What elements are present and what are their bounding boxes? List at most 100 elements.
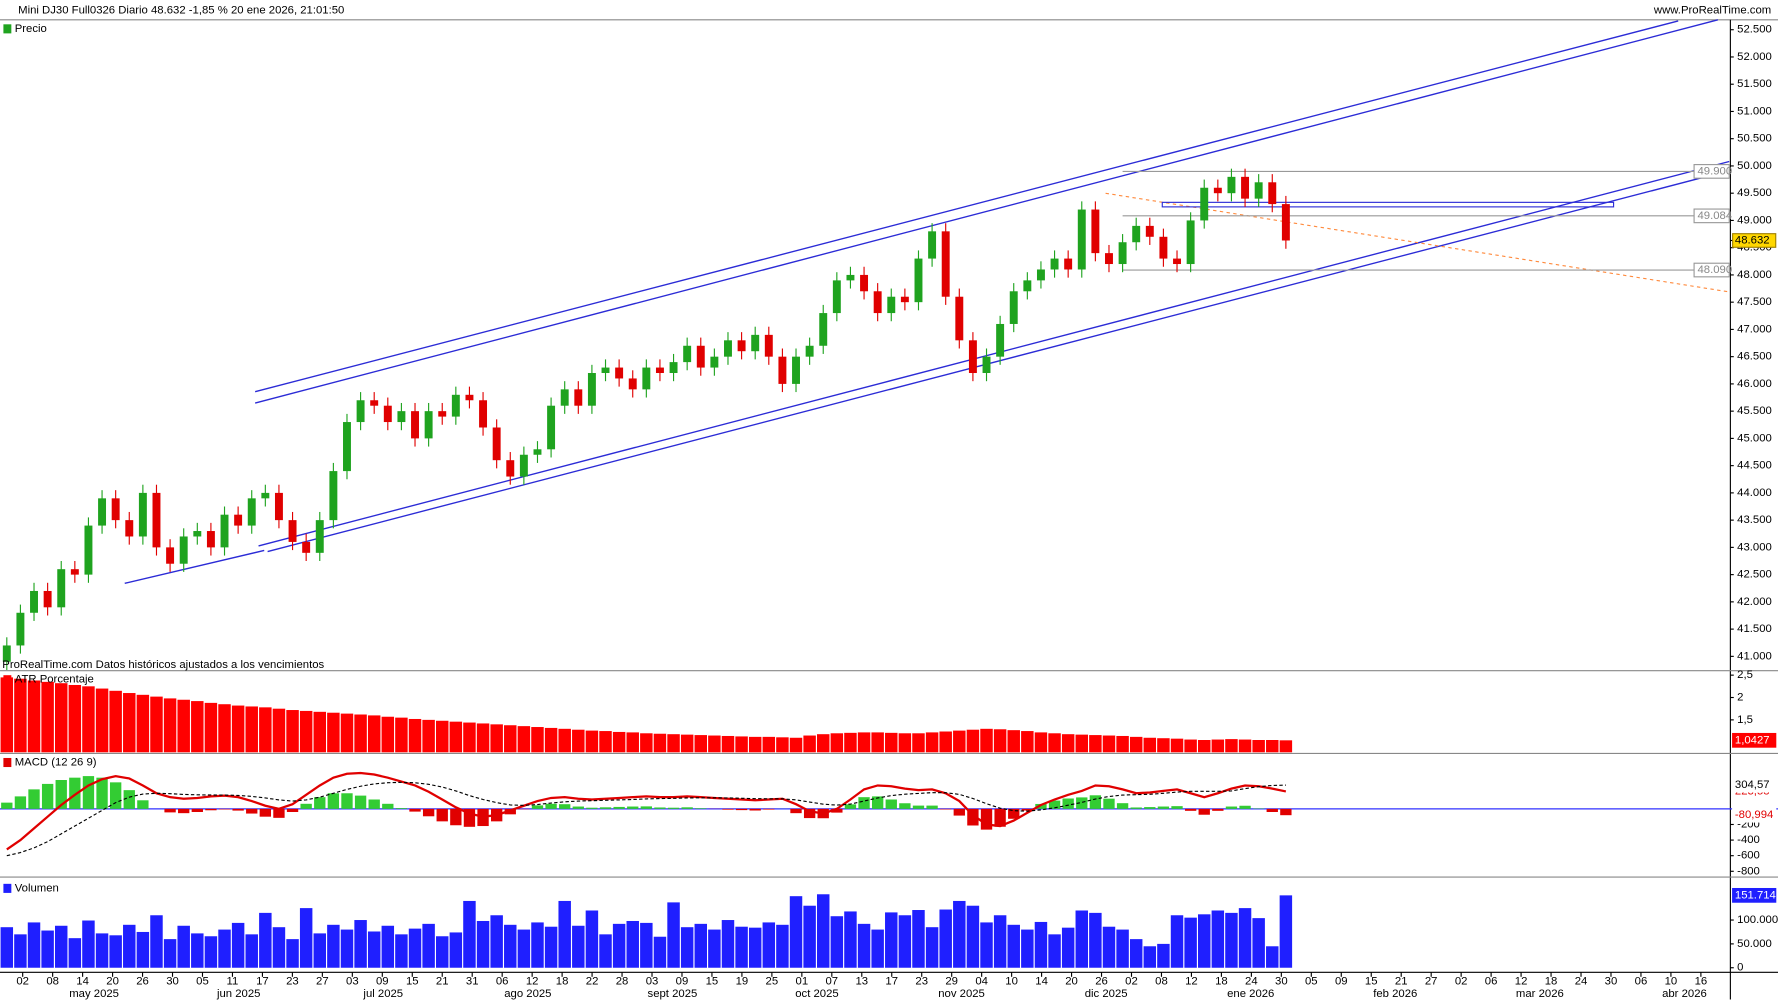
panel-title: Precio [15,23,47,35]
x-month-label: mar 2026 [1516,988,1564,1000]
bar [871,930,883,968]
histogram-bar [83,776,94,809]
histogram-bar [164,809,175,813]
bar [558,729,570,752]
y-tick-label: 48.000 [1737,269,1772,281]
bar [1157,944,1169,968]
bar [817,734,829,752]
candle-body [751,335,759,351]
bar [1048,934,1060,967]
bar [191,701,203,752]
bar [354,920,366,968]
bar [395,934,407,967]
x-tick-label: 06 [1485,975,1498,987]
bar [490,915,502,967]
bar [531,727,543,752]
x-tick-label: 10 [1665,975,1678,987]
candle-body [738,340,746,351]
candle-body [1037,269,1045,280]
histogram-bar [790,809,801,813]
candle-body [629,378,637,389]
header-title: Mini DJ30 Full0326 Diario 48.632 -1,85 %… [18,5,344,17]
x-tick-label: 23 [286,975,299,987]
histogram-bar [260,809,271,817]
x-tick-label: 11 [227,975,239,987]
bar [69,938,81,968]
bar [28,922,40,967]
candle-body [1064,259,1072,270]
histogram-bar [532,805,543,809]
bar [205,703,217,752]
bar [1280,740,1292,752]
y-tick-label: 43.000 [1737,541,1772,553]
candle-body [1159,237,1167,259]
candle-body [534,449,542,454]
histogram-bar [423,809,434,816]
candle-body [1241,177,1249,199]
candle-body [193,531,201,536]
bar [286,939,298,968]
bar [463,723,475,753]
candle-body [887,297,895,313]
bar [1280,895,1292,967]
candle-body [969,340,977,373]
value-label: 1,0427 [1735,734,1770,746]
bar [55,926,67,968]
histogram-bar [1117,803,1128,809]
histogram-bar [1,803,12,809]
bar [327,925,339,968]
value-label: 48.632 [1735,234,1770,246]
x-tick-label: 09 [676,975,689,987]
bar [28,681,40,753]
x-tick-label: 30 [1605,975,1618,987]
histogram-bar [1226,807,1237,809]
bar [1048,733,1060,752]
bar [1157,738,1169,752]
bar [926,927,938,968]
panel-title: MACD (12 26 9) [15,757,97,769]
x-tick-label: 15 [1365,975,1378,987]
bar [232,706,244,753]
bar [953,901,965,968]
bar [545,927,557,968]
histogram-bar [28,789,39,809]
bar [708,930,720,968]
candle-body [465,395,473,400]
histogram-bar [681,807,692,809]
candle-body [57,569,65,607]
bar [1062,734,1074,752]
y-tick-label: 2,5 [1737,669,1753,681]
bar [953,731,965,753]
candle-body [275,493,283,520]
bar [1266,740,1278,752]
histogram-bar [1171,806,1182,809]
histogram-bar [1144,807,1155,809]
bar [354,715,366,753]
candle-body [44,591,52,607]
histogram-bar [314,797,325,809]
x-tick-label: 22 [586,975,599,987]
candle-body [642,368,650,390]
bar [667,734,679,752]
bar [300,908,312,968]
x-tick-label: 06 [1635,975,1648,987]
x-tick-label: 06 [496,975,509,987]
bar [790,896,802,968]
level-label: 48.090 [1697,264,1732,276]
bar [1144,946,1156,967]
bar [41,931,53,968]
bar [967,730,979,753]
histogram-bar [545,804,556,809]
y-tick-label: 0 [1737,962,1743,974]
bar [912,910,924,968]
candle-body [343,422,351,471]
bar [980,922,992,967]
bar [1266,946,1278,967]
bar [1184,740,1196,753]
x-tick-label: 05 [1305,975,1318,987]
x-tick-label: 12 [1185,975,1198,987]
bar [1171,915,1183,967]
value-label: 304,57 [1735,779,1770,791]
bar [1252,740,1264,752]
bar [776,925,788,968]
